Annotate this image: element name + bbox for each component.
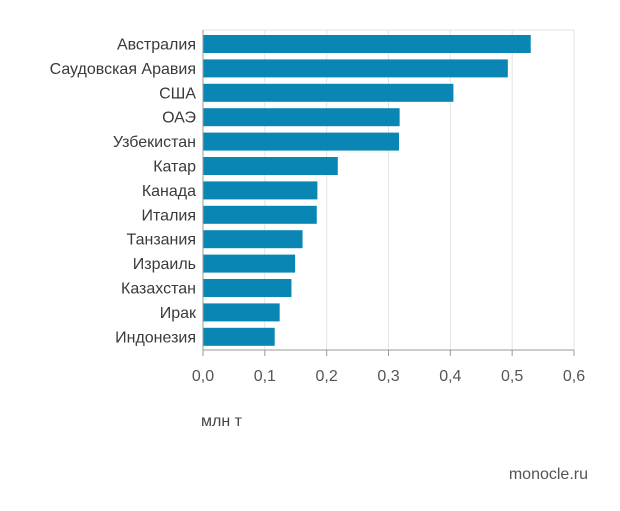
x-axis-unit-label: млн т	[201, 413, 243, 430]
category-label: Италия	[142, 207, 196, 224]
bar	[203, 303, 280, 322]
source-label: monocle.ru	[509, 466, 588, 483]
bar	[203, 254, 296, 273]
x-tick-label: 0,0	[192, 368, 214, 385]
bar	[203, 157, 338, 175]
category-label: Катар	[153, 159, 196, 176]
bar	[203, 327, 275, 346]
bar	[203, 279, 292, 297]
x-tick-label: 0,4	[439, 368, 461, 385]
category-label: Казахстан	[121, 281, 196, 298]
x-axis: 0,0 0,1 0,2 0,3 0,4 0,5 0,6	[192, 30, 585, 385]
bar	[203, 205, 317, 224]
category-label: Израиль	[133, 256, 196, 273]
bar	[203, 181, 318, 200]
category-labels: Австралия Саудовская Аравия США ОАЭ Узбекист…	[50, 37, 197, 347]
bar	[203, 132, 400, 151]
category-label: Канада	[142, 183, 196, 200]
x-tick-label: 0,3	[377, 368, 399, 385]
x-tick-label: 0,1	[254, 368, 276, 385]
category-label: США	[159, 85, 196, 102]
bar	[203, 230, 303, 249]
category-label: Ирак	[160, 305, 197, 322]
bar	[203, 35, 531, 53]
category-label: Индонезия	[115, 329, 196, 346]
category-label: Австралия	[117, 37, 196, 54]
category-label: Танзания	[127, 232, 196, 249]
x-tick-label: 0,5	[501, 368, 523, 385]
bar	[203, 83, 454, 102]
category-label: Саудовская Аравия	[50, 61, 196, 78]
grid-lines	[202, 29, 575, 350]
bar	[203, 108, 400, 127]
bar	[203, 59, 508, 78]
category-label: ОАЭ	[162, 110, 196, 127]
x-tick-label: 0,2	[316, 368, 338, 385]
bars	[203, 35, 531, 346]
category-label: Узбекистан	[113, 134, 196, 151]
x-tick-label: 0,6	[563, 368, 585, 385]
